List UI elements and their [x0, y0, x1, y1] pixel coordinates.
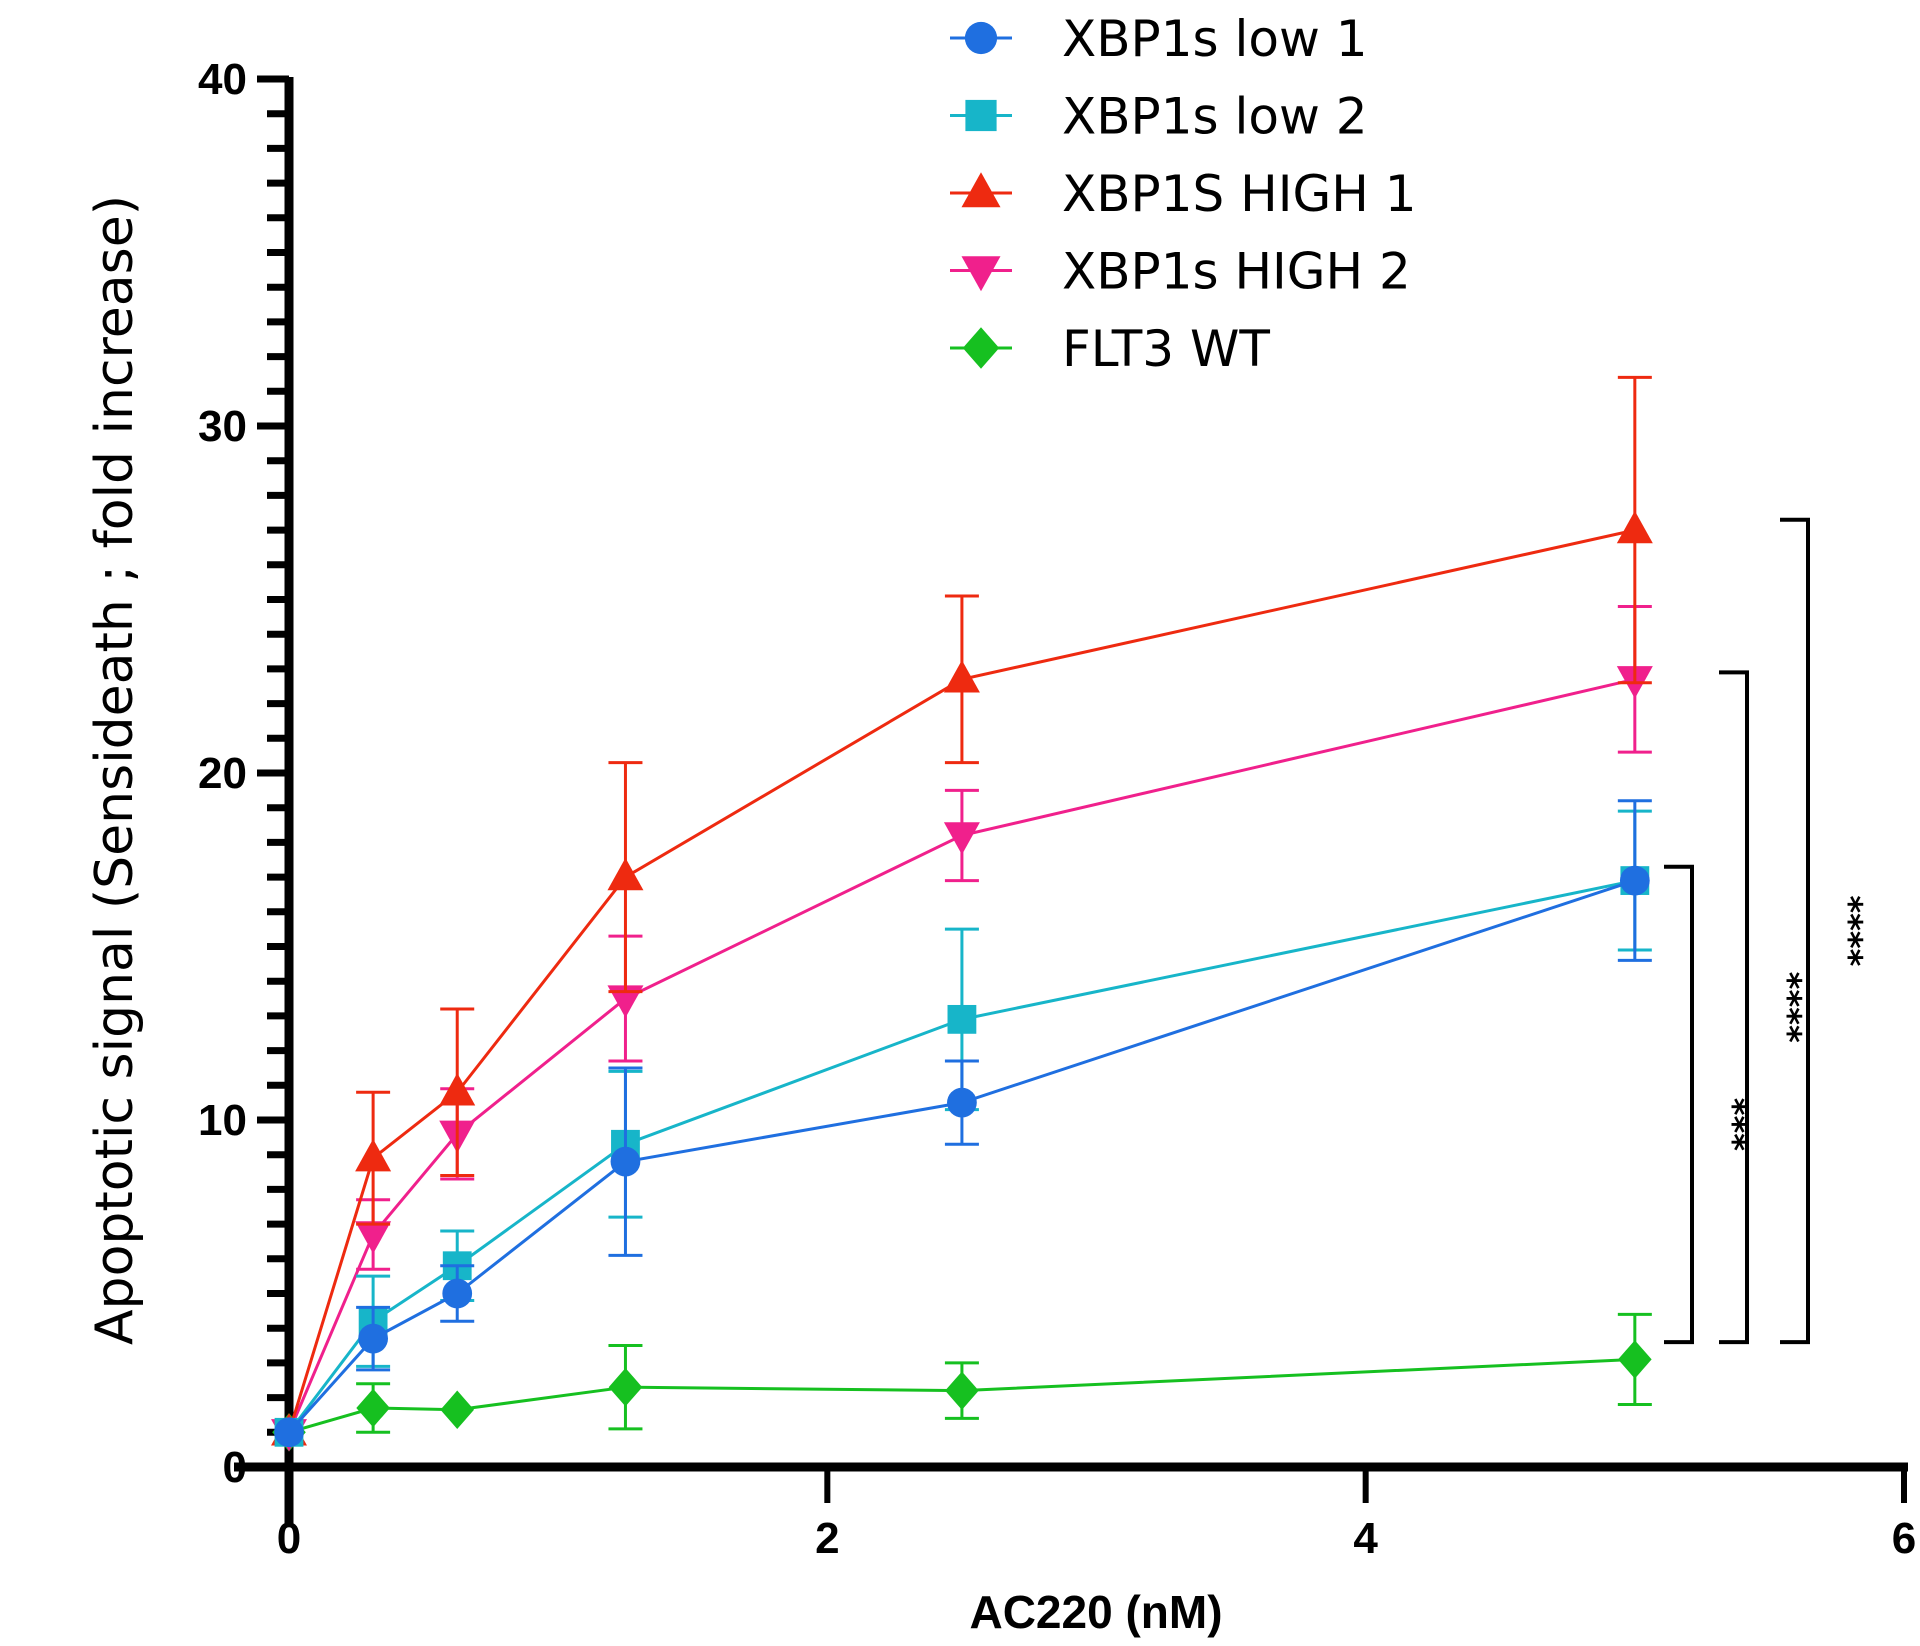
legend-label: XBP1s low 2 [1062, 88, 1368, 146]
significance-brackets: *********** [1664, 517, 1869, 1345]
data-point [947, 1004, 977, 1034]
y-tick-label: 40 [198, 55, 247, 104]
series-xbp1s-low-1 [274, 799, 1652, 1448]
x-tick-label: 2 [815, 1514, 839, 1563]
x-tick-label: 6 [1892, 1514, 1916, 1563]
legend-marker-triangle-up-icon [961, 172, 1001, 208]
x-axis-title: AC220 (nM) [969, 1586, 1222, 1638]
data-point [607, 985, 644, 1018]
data-point [1619, 865, 1650, 896]
data-point [439, 1073, 476, 1106]
legend-label: XBP1s HIGH 2 [1062, 243, 1411, 301]
y-tick-label: 30 [198, 402, 247, 451]
legend-item: XBP1s HIGH 2 [950, 243, 1411, 301]
data-point [607, 857, 644, 891]
significance-label: **** [1829, 895, 1869, 966]
data-point [442, 1278, 473, 1309]
data-point [1618, 1340, 1652, 1379]
legend-item: XBP1s low 2 [950, 88, 1368, 146]
data-point [356, 1388, 390, 1428]
legend-label: FLT3 WT [1062, 320, 1270, 378]
legend-label: XBP1s low 1 [1062, 10, 1368, 68]
axes: 0 10 20 30 40 0 2 4 6 [198, 55, 1916, 1563]
data-point [610, 1146, 641, 1177]
x-tick-label: 0 [277, 1514, 301, 1563]
series-line [288, 1357, 1635, 1434]
y-tick-label: 10 [198, 1096, 247, 1145]
data-point [608, 1367, 643, 1407]
legend-marker-circle-icon [964, 21, 998, 55]
series-line [287, 677, 1636, 1433]
data-point [943, 822, 980, 855]
series-line [287, 528, 1636, 1433]
y-tick-label: 0 [223, 1443, 247, 1492]
series-line [287, 879, 1636, 1434]
significance-label: **** [1768, 972, 1808, 1043]
legend: XBP1s low 1 XBP1s low 2 XBP1S HIGH 1 XBP1s … [950, 10, 1417, 378]
legend-marker-diamond-icon [962, 327, 1000, 369]
series-xbp1s-high-1 [271, 375, 1653, 1446]
data-point [355, 1138, 392, 1172]
data-point [945, 1371, 979, 1410]
legend-label: XBP1S HIGH 1 [1062, 165, 1417, 223]
data-point [943, 660, 980, 693]
legend-marker-triangle-down-icon [961, 256, 1001, 292]
y-tick-label: 20 [198, 749, 247, 798]
series-layer [271, 375, 1653, 1452]
significance-bracket [1719, 670, 1749, 1345]
series-flt3-wt [272, 1312, 1652, 1452]
significance-bracket [1664, 864, 1694, 1345]
data-point [1616, 510, 1653, 544]
data-point [358, 1323, 388, 1354]
legend-item: XBP1s low 1 [950, 10, 1368, 68]
data-point [355, 1221, 392, 1254]
legend-item: FLT3 WT [950, 320, 1270, 378]
significance-bracket [1780, 517, 1810, 1345]
y-axis-title: Apoptotic signal (Sensideath ; fold incr… [85, 195, 145, 1345]
x-tick-label: 4 [1353, 1514, 1378, 1563]
data-point [440, 1390, 475, 1429]
legend-marker-square-icon [965, 99, 997, 132]
data-point [947, 1087, 977, 1118]
data-point [274, 1417, 304, 1448]
legend-item: XBP1S HIGH 1 [950, 165, 1417, 223]
